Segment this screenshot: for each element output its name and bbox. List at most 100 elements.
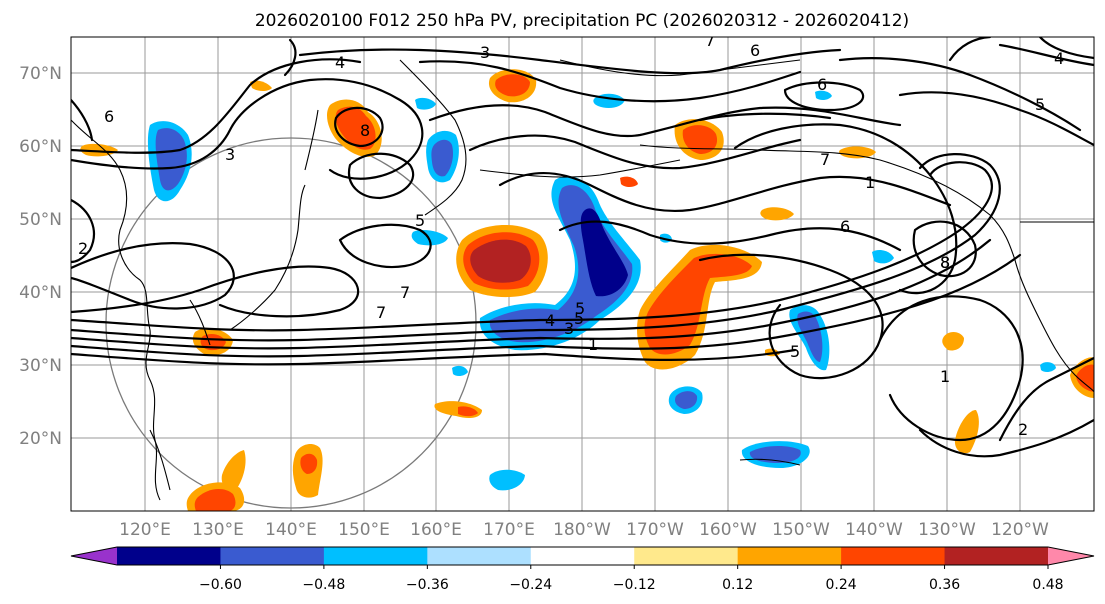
coastline-philippines	[149, 429, 171, 491]
lon-label: 150°W	[772, 520, 830, 540]
precip-negative-area	[431, 139, 454, 177]
pv-contour-line	[71, 58, 362, 154]
contour-label: 8	[360, 121, 370, 140]
lon-label: 180°W	[553, 520, 611, 540]
precip-positive-area	[470, 239, 531, 283]
pv-contours	[71, 37, 1094, 458]
contour-label: 4	[545, 311, 555, 330]
pv-contour-line	[733, 123, 958, 295]
pv-contour-line	[918, 418, 1094, 458]
contour-label: 6	[840, 217, 850, 236]
contour-label: 8	[940, 253, 950, 272]
lat-label: 70°N	[19, 64, 62, 84]
colorbar-tick-label: 0.36	[929, 577, 960, 593]
colorbar-segment	[323, 547, 428, 565]
coastline-bering	[559, 59, 801, 77]
pv-contour-line	[468, 134, 802, 170]
contour-label: 8	[940, 253, 950, 272]
precip-negative-area	[1040, 362, 1056, 373]
pv-contour-line	[1038, 37, 1094, 60]
pv-contour-line	[283, 38, 297, 77]
colorbar-tick-label: −0.48	[302, 577, 345, 593]
lat-label: 20°N	[19, 429, 62, 449]
lon-label: 140°E	[265, 520, 317, 540]
precip-positive-area	[300, 453, 318, 474]
coastline-sakhalin	[304, 109, 319, 171]
colorbar-segment	[117, 547, 221, 565]
lat-label: 50°N	[19, 210, 62, 230]
colorbar-segments	[71, 547, 1094, 565]
pv-contour-line	[898, 91, 1094, 147]
contour-labels: 6 7 3 5 8 2 1 4 6 7 5 8 5 4 3 1 6 7 5 6 …	[78, 31, 1064, 439]
precip-negative-area	[580, 208, 628, 297]
colorbar-outline	[70, 546, 1095, 566]
contour-label: 3	[564, 319, 574, 338]
precip-positive-area	[80, 143, 118, 157]
lat-label: 60°N	[19, 137, 62, 157]
precip-positive-area	[760, 207, 794, 221]
pv-contour-line	[71, 265, 360, 318]
precip-positive-area	[954, 410, 979, 454]
precip-negative-area	[815, 90, 832, 101]
colorbar-segment	[841, 547, 946, 565]
contour-label: 5	[790, 342, 800, 361]
contour-label: 3	[480, 43, 490, 62]
contour-label: 7	[705, 31, 715, 50]
lon-label: 170°W	[626, 520, 684, 540]
pv-contour-line	[338, 223, 432, 268]
figure-title: 2026020100 F012 250 hPa PV, precipitatio…	[255, 11, 909, 31]
contour-label: 2	[1018, 420, 1028, 439]
coastline-kamchatka	[399, 59, 467, 216]
precip-negative-area	[749, 446, 801, 463]
contour-label: 7	[820, 150, 830, 169]
colorbar-tick-label: 0.12	[722, 577, 753, 593]
pv-contour-line	[783, 81, 865, 112]
precip-negative-area	[872, 250, 894, 264]
latitude-labels: 70°N 60°N 50°N 40°N 30°N 20°N	[19, 64, 62, 449]
contour-label: 7	[400, 283, 410, 302]
colorbar-segment	[530, 547, 635, 565]
coastline-alaska	[639, 144, 1016, 261]
contour-label: 1	[588, 335, 598, 354]
contour-label: 1	[940, 367, 950, 386]
contour-label: 4	[1054, 49, 1064, 68]
colorbar-extend-max	[1048, 547, 1094, 565]
coastline-japan	[229, 184, 306, 331]
precip-positive-area	[620, 176, 638, 187]
precip-positive-area	[942, 332, 964, 351]
pv-contour-line	[998, 356, 1094, 442]
coastline-north-america	[1014, 259, 1094, 393]
precip-positive-area	[194, 488, 236, 511]
lat-label: 40°N	[19, 283, 62, 303]
coastline-korea	[189, 299, 211, 346]
contour-label: 6	[750, 41, 760, 60]
colorbar-ticks: −0.60 −0.48 −0.36 −0.24 −0.12 0.12 0.24 0.36 0.4…	[199, 565, 1064, 593]
precip-positive-area	[644, 253, 752, 355]
contour-label: 5	[1035, 95, 1045, 114]
precip-negative-area	[155, 128, 187, 191]
lat-label: 30°N	[19, 356, 62, 376]
precip-negative-area	[797, 311, 823, 362]
lon-label: 160°W	[699, 520, 757, 540]
precip-positive-area	[250, 80, 272, 91]
colorbar-tick-label: −0.24	[509, 577, 552, 593]
contour-label: 5	[575, 299, 585, 318]
colorbar-tick-label: −0.60	[199, 577, 242, 593]
contour-label: 3	[225, 145, 235, 164]
lon-label: 130°W	[918, 520, 976, 540]
contour-label: 7	[376, 303, 386, 322]
precip-positive-area	[221, 450, 246, 491]
precip-positive-area	[495, 74, 530, 97]
colorbar: −0.60 −0.48 −0.36 −0.24 −0.12 0.12 0.24 0.36 0.4…	[70, 546, 1095, 593]
lon-label: 140°W	[845, 520, 903, 540]
contour-label: 5	[574, 309, 584, 328]
precip-negative-area	[489, 469, 525, 491]
colorbar-segment	[944, 547, 1049, 565]
pv-contour-line	[347, 152, 415, 200]
pv-contour-line	[298, 48, 842, 75]
precip-shading	[80, 69, 1094, 511]
pv-contour-line	[912, 220, 977, 278]
colorbar-segment	[737, 547, 842, 565]
precip-positive-area	[1076, 364, 1094, 392]
